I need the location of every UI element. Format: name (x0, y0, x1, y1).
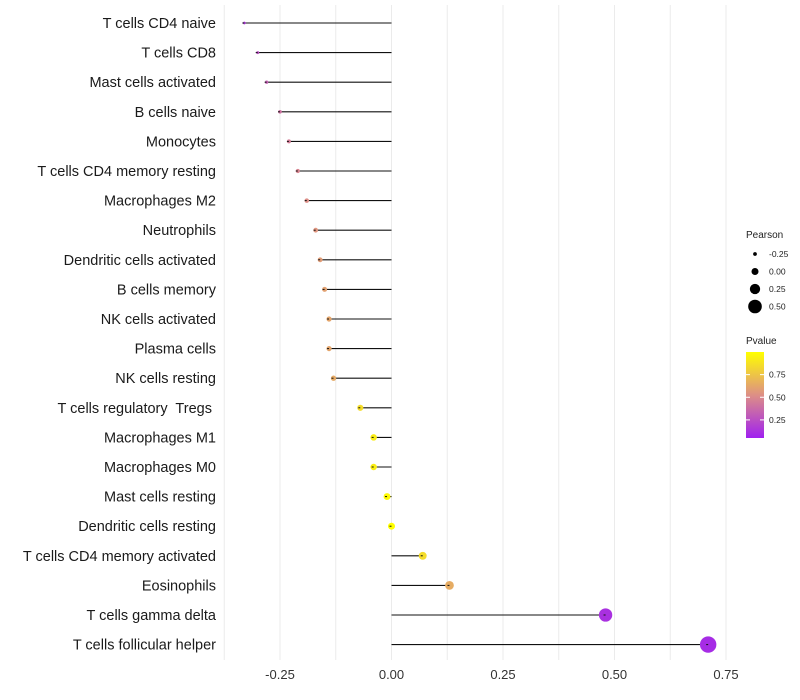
data-point (322, 286, 328, 292)
color-legend-title: Pvalue (746, 336, 777, 347)
size-legend-title: Pearson (746, 230, 783, 241)
size-legend: -0.25 0.00 0.25 0.50 (748, 249, 789, 314)
color-legend-ticks: 0.25 0.50 0.75 (746, 370, 786, 425)
category-label: T cells CD4 memory activated (23, 549, 216, 565)
category-label: T cells regulatory Tregs (58, 401, 217, 417)
color-legend-label: 0.75 (769, 370, 786, 380)
category-label: Mast cells resting (104, 490, 216, 506)
size-legend-dot (748, 299, 762, 314)
grid-lines (223, 5, 727, 660)
color-legend-label: 0.50 (769, 392, 786, 402)
category-label: Dendritic cells resting (78, 519, 216, 535)
category-label: Monocytes (146, 134, 216, 150)
x-axis-ticks: -0.25 0.00 0.25 0.50 0.75 (265, 667, 738, 682)
stems (244, 22, 709, 646)
category-label: T cells CD4 naive (103, 16, 216, 32)
category-label: Macrophages M1 (104, 430, 216, 446)
x-tick-label: 0.00 (379, 667, 404, 682)
data-point (357, 404, 364, 411)
category-label: Macrophages M0 (104, 460, 216, 476)
category-label: B cells memory (117, 282, 217, 298)
points (242, 21, 717, 653)
category-label: NK cells activated (101, 312, 216, 328)
category-label: T cells gamma delta (87, 608, 217, 624)
data-point (286, 139, 291, 144)
size-legend-dot (749, 283, 761, 295)
legend: Pearson -0.25 0.00 0.25 0.50 Pvalue 0.25 0.5… (746, 230, 789, 438)
category-label: T cells CD8 (141, 46, 216, 62)
size-legend-dot (751, 267, 759, 276)
size-legend-label: 0.00 (769, 267, 786, 277)
x-tick-label: 0.25 (490, 667, 515, 682)
category-label: Macrophages M2 (104, 194, 216, 210)
x-tick-label: -0.25 (265, 667, 295, 682)
category-label: T cells CD4 memory resting (37, 164, 216, 180)
size-legend-dot (753, 252, 757, 256)
color-legend-label: 0.25 (769, 415, 786, 425)
x-tick-label: 0.50 (602, 667, 627, 682)
category-labels: T cells CD4 naive T cells CD8 Mast cells a… (23, 16, 217, 654)
category-label: T cells follicular helper (73, 638, 216, 654)
category-label: Mast cells activated (89, 75, 216, 91)
category-label: Eosinophils (142, 578, 216, 594)
category-label: Plasma cells (135, 342, 216, 358)
category-label: Neutrophils (143, 223, 216, 239)
x-tick-label: 0.75 (713, 667, 738, 682)
category-label: B cells naive (135, 105, 216, 121)
size-legend-label: -0.25 (769, 249, 789, 259)
size-legend-label: 0.25 (769, 284, 786, 294)
category-label: Dendritic cells activated (64, 253, 216, 269)
size-legend-label: 0.50 (769, 302, 786, 312)
color-bar (746, 352, 764, 438)
category-label: NK cells resting (115, 371, 216, 387)
